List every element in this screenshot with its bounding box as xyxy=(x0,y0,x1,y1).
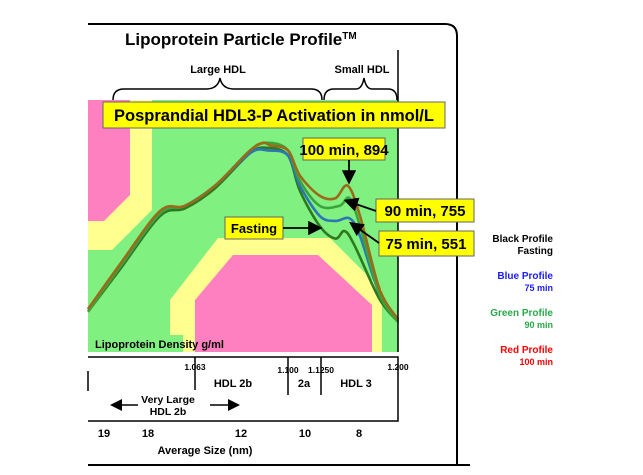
chart-title: Lipoprotein Particle ProfileTM xyxy=(125,30,357,49)
tick-1100: 1.100 xyxy=(277,365,299,375)
size-axis-label: Average Size (nm) xyxy=(158,445,253,457)
callout-100-box xyxy=(302,137,386,161)
region-very-large-2: HDL 2b xyxy=(150,406,187,418)
legend-green-title: Green Profile xyxy=(490,308,553,319)
region-hdl2b: HDL 2b xyxy=(214,378,253,390)
size-18: 18 xyxy=(142,428,154,440)
lower-axis-box xyxy=(87,356,399,422)
legend: Black Profile Fasting Blue Profile 75 mi… xyxy=(490,234,553,367)
legend-black-title: Black Profile xyxy=(492,234,553,245)
region-very-large-1: Very Large xyxy=(141,394,195,406)
size-10: 10 xyxy=(299,428,311,440)
tick-1125: 1.1250 xyxy=(308,365,334,375)
small-hdl-label: Small HDL xyxy=(334,64,389,76)
large-hdl-label: Large HDL xyxy=(190,64,246,76)
callout-90: 90 min, 755 xyxy=(385,203,466,220)
legend-red-sub: 100 min xyxy=(519,357,553,367)
size-8: 8 xyxy=(356,428,362,440)
region-hdl2a: 2a xyxy=(298,378,311,390)
banner-box xyxy=(102,101,446,129)
legend-green-sub: 90 min xyxy=(524,320,553,330)
legend-blue-sub: 75 min xyxy=(524,283,553,293)
arrow-75 xyxy=(349,221,380,244)
size-12: 12 xyxy=(235,428,247,440)
callout-arrows xyxy=(283,160,380,244)
density-ticks: 1.063 1.100 1.1250 1.200 xyxy=(184,362,409,375)
size-19: 19 xyxy=(98,428,110,440)
arrow-90 xyxy=(343,197,377,212)
tick-1063: 1.063 xyxy=(184,362,206,372)
region-hdl3: HDL 3 xyxy=(340,378,372,390)
region-labels: HDL 2b 2a HDL 3 Very Large HDL 2b xyxy=(141,378,372,418)
legend-blue-title: Blue Profile xyxy=(497,271,553,282)
callout-75: 75 min, 551 xyxy=(386,236,467,253)
frame-border xyxy=(88,23,458,465)
size-ticks: 19 18 12 10 8 xyxy=(98,428,362,440)
large-hdl-brace xyxy=(112,77,323,101)
callout-100: 100 min, 894 xyxy=(299,142,389,159)
legend-black-sub: Fasting xyxy=(517,246,553,257)
callout-75-box xyxy=(378,230,475,257)
legend-red-title: Red Profile xyxy=(500,345,553,356)
tick-1200: 1.200 xyxy=(387,362,409,372)
density-axis-label: Lipoprotein Density g/ml xyxy=(95,339,224,351)
small-hdl-brace xyxy=(323,77,398,101)
callout-fasting: Fasting xyxy=(231,221,277,236)
banner-text: Posprandial HDL3-P Activation in nmol/L xyxy=(114,107,434,125)
